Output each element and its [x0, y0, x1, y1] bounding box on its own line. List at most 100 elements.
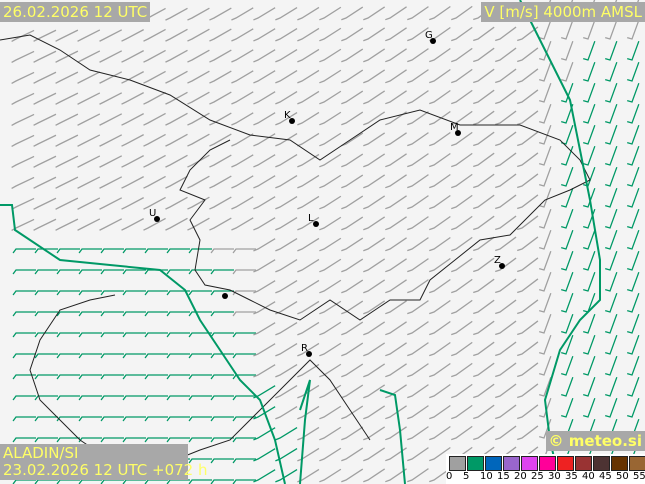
wind-barb: [188, 374, 212, 380]
legend-swatch: [449, 456, 466, 471]
wind-barb: [166, 353, 190, 359]
wind-barb: [12, 416, 36, 422]
wind-barb: [473, 236, 495, 252]
wind-barb: [297, 216, 320, 231]
wind-barb: [561, 250, 574, 271]
wind-barb: [297, 237, 320, 252]
wind-barb: [341, 321, 364, 336]
wind-barb: [341, 27, 364, 42]
wind-barb: [385, 132, 407, 147]
wind-barb: [210, 269, 234, 275]
wind-barb: [210, 332, 234, 338]
wind-barb: [429, 131, 451, 147]
wind-barb: [605, 40, 618, 61]
wind-barb: [385, 300, 407, 315]
wind-barb: [122, 332, 146, 338]
wind-barb: [451, 362, 473, 378]
wind-barb: [297, 468, 320, 483]
wind-barb: [385, 174, 407, 189]
wind-barb: [473, 383, 495, 399]
wind-barb: [539, 187, 552, 208]
wind-barb: [429, 446, 451, 462]
wind-barb: [275, 258, 298, 273]
legend-swatch: [467, 456, 484, 471]
wind-barb: [122, 374, 146, 380]
wind-barb: [55, 197, 79, 210]
wind-barb: [341, 300, 364, 315]
wind-barb: [122, 416, 146, 422]
wind-barb: [12, 248, 36, 254]
wind-barb: [99, 197, 123, 210]
wind-barb: [495, 47, 517, 63]
wind-barb: [561, 103, 574, 124]
wind-barb: [517, 257, 539, 273]
legend-tick: 15: [497, 471, 510, 482]
wind-barb: [451, 257, 473, 273]
wind-barb: [517, 131, 539, 147]
wind-barb: [605, 145, 618, 166]
wind-barb: [407, 363, 429, 378]
wind-barb: [231, 49, 254, 63]
legend-tick: 55: [633, 471, 645, 482]
wind-barb: [363, 258, 386, 273]
wind-barb: [495, 68, 517, 84]
wind-barb: [605, 334, 618, 355]
wind-barb: [165, 49, 188, 63]
wind-barb: [100, 353, 124, 359]
wind-barb: [605, 82, 618, 103]
wind-barb: [319, 384, 342, 399]
wind-barb: [583, 334, 596, 355]
wind-barb: [209, 175, 232, 189]
wind-barb: [210, 353, 234, 359]
wind-barb: [99, 71, 123, 84]
wind-barb: [122, 311, 146, 317]
wind-barb: [319, 405, 342, 420]
wind-barb: [605, 19, 618, 40]
wind-barb: [12, 332, 36, 338]
wind-barb: [253, 49, 276, 63]
wind-barb: [253, 301, 276, 315]
wind-barb: [385, 468, 407, 483]
wind-barb: [78, 332, 102, 338]
wind-barb: [495, 299, 517, 315]
wind-barb: [275, 300, 298, 315]
wind-barb: [143, 196, 166, 210]
wind-barb: [341, 174, 364, 189]
wind-barb: [100, 374, 124, 380]
wind-barb: [253, 196, 276, 210]
wind-barb: [121, 50, 144, 63]
wind-barb: [253, 280, 276, 294]
wind-barb: [253, 175, 276, 189]
city-label: M: [450, 122, 459, 133]
wind-barb: [385, 321, 407, 336]
wind-barb: [143, 154, 166, 168]
wind-barb: [407, 447, 429, 462]
wind-barb: [188, 353, 212, 359]
wind-barb: [231, 91, 254, 105]
wind-barb: [275, 405, 298, 420]
wind-barb: [451, 152, 473, 168]
wind-barb: [407, 48, 429, 63]
wind-barb: [77, 29, 101, 42]
wind-barb: [232, 353, 256, 359]
wind-barb: [33, 50, 57, 63]
wind-barb: [583, 103, 596, 124]
wind-barb: [11, 218, 35, 231]
city-label: K: [284, 110, 291, 121]
wind-barb: [34, 395, 58, 401]
wind-barb: [539, 82, 552, 103]
wind-barb: [407, 132, 429, 147]
wind-barb: [78, 437, 102, 443]
wind-barb: [429, 173, 451, 189]
isotach-5-south: [299, 379, 406, 484]
wind-barb: [166, 437, 190, 443]
wind-barb: [341, 405, 364, 420]
wind-barb: [11, 50, 35, 63]
wind-barb: [275, 279, 298, 294]
wind-barb: [209, 196, 232, 210]
wind-barb: [78, 479, 102, 484]
wind-barb: [275, 27, 298, 42]
wind-barb: [275, 363, 298, 378]
wind-barb: [517, 173, 539, 189]
wind-barb: [451, 383, 473, 399]
